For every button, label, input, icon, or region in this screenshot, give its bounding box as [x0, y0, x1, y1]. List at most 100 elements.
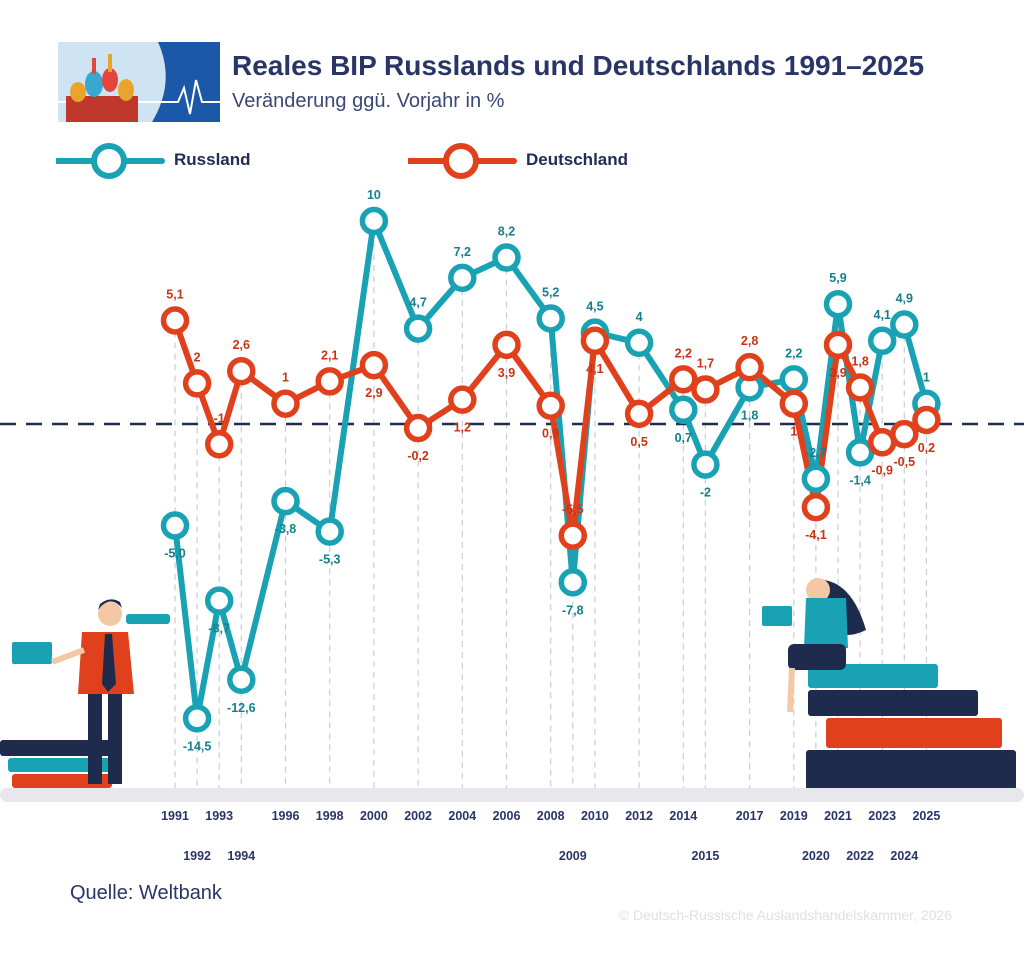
value-label-deutschland-1994: 2,6	[233, 338, 250, 352]
point-deutschland-2022	[845, 373, 875, 402]
x-tick-2004: 2004	[448, 809, 476, 823]
illustrations	[0, 578, 1016, 790]
point-russland-2019	[779, 365, 809, 394]
point-deutschland-2020	[801, 492, 831, 522]
point-deutschland-1991	[160, 306, 190, 335]
x-tick-2019: 2019	[780, 809, 808, 823]
x-tick-1996: 1996	[272, 809, 300, 823]
point-deutschland-2019	[779, 389, 809, 418]
chart-legend: Russland Deutschland	[53, 138, 676, 184]
legend-label-deutschland: Deutschland	[526, 150, 629, 169]
value-label-deutschland-2019: 1	[790, 425, 797, 439]
value-label-russland-1991: -5,0	[164, 547, 186, 561]
value-label-russland-2022: -1,4	[849, 473, 871, 487]
point-deutschland-2024	[890, 419, 919, 449]
x-tick-2014: 2014	[669, 809, 697, 823]
value-label-deutschland-1991: 5,1	[166, 287, 183, 301]
point-russland-2009	[558, 568, 588, 597]
point-russland-1994	[227, 665, 256, 695]
value-label-deutschland-1992: 2	[194, 350, 201, 364]
value-label-deutschland-1993: -1	[214, 411, 225, 425]
x-tick-1991: 1991	[161, 809, 189, 823]
value-label-russland-2000: 10	[367, 188, 381, 202]
x-tick-2010: 2010	[581, 809, 609, 823]
x-tick-2002: 2002	[404, 809, 432, 823]
point-deutschland-1992	[182, 369, 212, 398]
point-deutschland-2015	[691, 375, 720, 404]
point-russland-2015	[691, 450, 720, 479]
woman-with-laptop-illustration	[762, 578, 1016, 790]
value-label-deutschland-2008: 0,9	[542, 427, 559, 441]
value-label-deutschland-2015: 1,7	[697, 356, 714, 370]
value-label-deutschland-2024: -0,5	[894, 455, 916, 469]
x-tick-1992: 1992	[183, 849, 211, 863]
point-deutschland-2010	[580, 326, 610, 356]
point-deutschland-2017	[735, 352, 764, 382]
x-tick-2012: 2012	[625, 809, 653, 823]
x-tick-1993: 1993	[205, 809, 233, 823]
point-russland-2004	[448, 263, 477, 293]
value-label-russland-2009: -7,8	[562, 603, 584, 617]
point-deutschland-2021	[823, 330, 853, 360]
value-label-deutschland-2002: -0,2	[407, 449, 429, 463]
value-label-russland-2025: 1	[923, 371, 930, 385]
value-label-russland-1998: -5,3	[319, 553, 341, 567]
legend-swatch-russland	[53, 143, 165, 179]
value-label-russland-2023: 4,1	[874, 308, 891, 322]
value-label-russland-1994: -12,6	[227, 701, 256, 715]
point-russland-2023	[867, 326, 897, 356]
value-label-russland-1992: -14,5	[183, 739, 212, 753]
value-label-russland-2002: 4,7	[409, 296, 426, 310]
point-deutschland-2008	[536, 391, 565, 420]
value-label-russland-2024: 4,9	[896, 292, 913, 306]
point-deutschland-2000	[359, 350, 389, 380]
point-russland-2002	[403, 314, 433, 343]
copyright-note: © Deutsch-Russische Auslandshandelskamme…	[618, 907, 952, 923]
value-label-deutschland-2006: 3,9	[498, 366, 515, 380]
line-chart: -5,0-14,5-8,7-12,6-3,8-5,3104,77,28,25,2…	[0, 188, 1024, 863]
series-points	[160, 206, 941, 733]
x-tick-2024: 2024	[890, 849, 918, 863]
point-russland-1996	[271, 486, 300, 516]
value-label-deutschland-2025: 0,2	[918, 441, 935, 455]
value-label-russland-2010: 4,5	[586, 300, 603, 314]
x-tick-2009: 2009	[559, 849, 587, 863]
x-tick-1994: 1994	[227, 849, 255, 863]
value-label-deutschland-1998: 2,1	[321, 348, 338, 362]
value-label-deutschland-2022: 1,8	[851, 354, 868, 368]
x-tick-2022: 2022	[846, 849, 874, 863]
value-label-russland-2017: 1,8	[741, 408, 758, 422]
value-label-russland-1993: -8,7	[208, 622, 230, 636]
point-russland-2012	[624, 328, 654, 358]
value-label-russland-2006: 8,2	[498, 225, 515, 239]
point-deutschland-2006	[492, 330, 521, 360]
point-deutschland-2002	[403, 413, 433, 443]
value-label-deutschland-2009: -5,5	[562, 503, 584, 517]
point-deutschland-1996	[271, 389, 300, 418]
point-russland-2020	[801, 464, 831, 494]
value-label-deutschland-2014: 2,2	[675, 346, 692, 360]
point-deutschland-1994	[227, 356, 256, 386]
point-russland-2008	[536, 304, 565, 333]
value-label-deutschland-2017: 2,8	[741, 334, 758, 348]
x-tick-2020: 2020	[802, 849, 830, 863]
man-with-telescope-illustration	[0, 599, 170, 788]
legend-item-deutschland: Deutschland	[405, 138, 628, 184]
point-deutschland-2012	[624, 399, 654, 429]
value-label-deutschland-1996: 1	[282, 371, 289, 385]
point-russland-2022	[845, 438, 875, 467]
x-tick-2025: 2025	[912, 809, 940, 823]
point-deutschland-2014	[669, 365, 698, 394]
point-russland-2021	[823, 289, 853, 319]
point-russland-2024	[890, 310, 919, 339]
ground-bar	[0, 788, 1024, 802]
chart-subtitle: Veränderung ggü. Vorjahr in %	[232, 90, 505, 112]
point-russland-2000	[359, 206, 389, 236]
value-label-deutschland-2020: -4,1	[805, 528, 827, 542]
x-tick-2017: 2017	[736, 809, 764, 823]
point-russland-1993	[204, 586, 234, 615]
point-deutschland-2025	[912, 405, 941, 435]
value-label-deutschland-2010: 4,1	[586, 362, 603, 376]
x-tick-1998: 1998	[316, 809, 344, 823]
value-label-russland-2004: 7,2	[454, 245, 471, 259]
